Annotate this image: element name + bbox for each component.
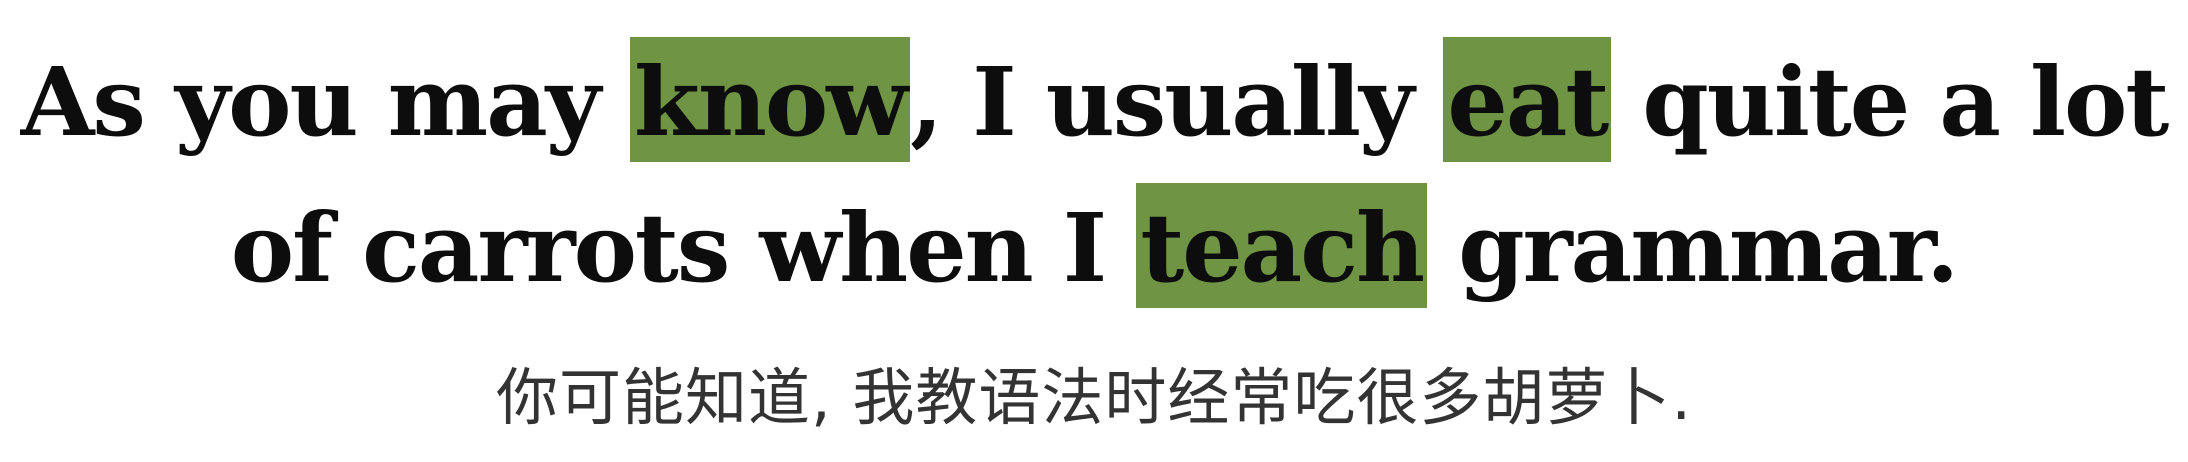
chinese-translation: 你可能知道, 我教语法时经常吃很多胡萝卜. [495, 361, 1693, 434]
sentence-line-1: As you may know, I usually eat quite a l… [0, 30, 2188, 176]
sentence-text: , I usually [910, 47, 1444, 158]
highlighted-word-know: know [630, 37, 911, 162]
highlighted-word-teach: teach [1136, 183, 1428, 308]
sentence-text: grammar. [1427, 193, 1959, 304]
sentence-text: As you may [20, 47, 631, 158]
sentence-text: quite a lot [1611, 47, 2169, 158]
english-sentence: As you may know, I usually eat quite a l… [0, 30, 2188, 322]
highlighted-word-eat: eat [1443, 37, 1612, 162]
sentence-text: of carrots when I [230, 193, 1137, 304]
sentence-line-2: of carrots when I teach grammar. [0, 176, 2188, 322]
